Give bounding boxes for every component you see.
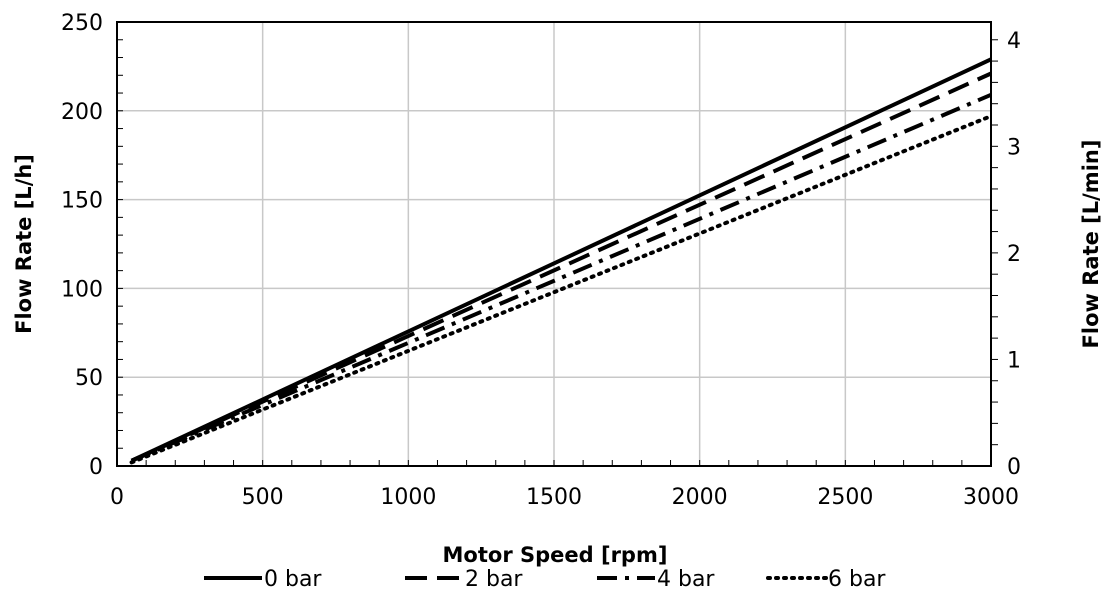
y-tick-label-2: 100 xyxy=(61,277,103,302)
y2-tick-label-1: 1 xyxy=(1007,348,1021,373)
y2-tick-label-3: 3 xyxy=(1007,135,1021,160)
x-tick-label-1: 500 xyxy=(242,485,284,510)
y-tick-label-4: 200 xyxy=(61,100,103,125)
legend-label-6-bar: 6 bar xyxy=(828,567,886,592)
y2-tick-labels: 0 1 2 3 4 xyxy=(1007,29,1021,480)
minor-ticks xyxy=(117,39,998,466)
x-axis-title: Motor Speed [rpm] xyxy=(443,543,668,567)
data-lines xyxy=(129,57,993,465)
y-tick-labels: 0 50 100 150 200 250 xyxy=(61,11,103,480)
grid-lines xyxy=(116,21,992,467)
x-tick-label-5: 2500 xyxy=(817,485,873,510)
y2-tick-label-4: 4 xyxy=(1007,29,1021,54)
y2-tick-label-0: 0 xyxy=(1007,455,1021,480)
legend: 0 bar 2 bar 4 bar 6 bar xyxy=(204,567,886,592)
series-line-2-bar xyxy=(130,71,992,463)
x-tick-label-4: 2000 xyxy=(672,485,728,510)
x-tick-label-6: 3000 xyxy=(963,485,1019,510)
y2-tick-label-2: 2 xyxy=(1007,242,1021,267)
x-tick-labels: 0 500 1000 1500 2000 2500 3000 xyxy=(110,485,1019,510)
y-tick-label-5: 250 xyxy=(61,11,103,36)
legend-label-2-bar: 2 bar xyxy=(465,567,523,592)
y-tick-label-0: 0 xyxy=(89,455,103,480)
series-line-0-bar xyxy=(130,57,992,463)
y-axis-title: Flow Rate [L/h] xyxy=(12,154,36,334)
x-tick-label-0: 0 xyxy=(110,485,124,510)
series-line-6-bar xyxy=(129,114,993,465)
y2-axis-title: Flow Rate [L/min] xyxy=(1079,140,1103,349)
legend-label-0-bar: 0 bar xyxy=(264,567,322,592)
y-tick-label-3: 150 xyxy=(61,189,103,214)
y-tick-label-1: 50 xyxy=(75,366,103,391)
x-tick-label-3: 1500 xyxy=(526,485,582,510)
plot-area-frame xyxy=(116,21,992,467)
series-line-4-bar xyxy=(130,92,992,463)
x-tick-label-2: 1000 xyxy=(380,485,436,510)
legend-label-4-bar: 4 bar xyxy=(657,567,715,592)
